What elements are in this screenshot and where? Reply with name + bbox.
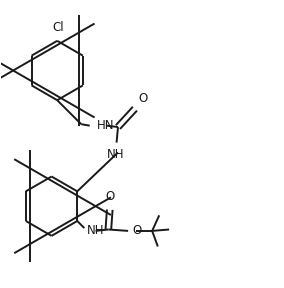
Text: O: O bbox=[105, 190, 114, 203]
Text: HN: HN bbox=[97, 119, 114, 132]
Text: O: O bbox=[138, 92, 148, 105]
Text: NH: NH bbox=[87, 224, 105, 237]
Text: Cl: Cl bbox=[53, 21, 64, 34]
Text: O: O bbox=[132, 224, 142, 237]
Text: NH: NH bbox=[106, 148, 124, 161]
